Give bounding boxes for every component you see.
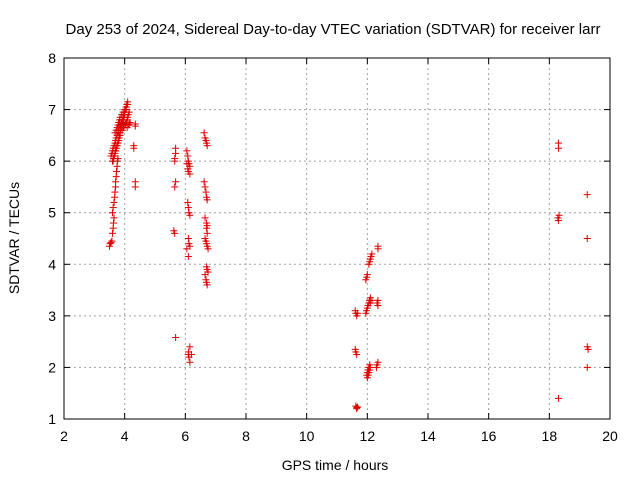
data-point [554, 216, 562, 224]
data-point [203, 224, 211, 232]
data-point [183, 245, 191, 253]
data-point [204, 245, 212, 253]
x-tick-label: 6 [181, 428, 189, 444]
chart-title: Day 253 of 2024, Sidereal Day-to-day VTE… [66, 21, 601, 38]
data-point [366, 363, 374, 371]
data-point [130, 144, 138, 152]
data-point [583, 363, 591, 371]
data-point [171, 183, 179, 191]
data-point [184, 204, 192, 212]
data-point [354, 309, 362, 317]
data-point [183, 147, 191, 155]
data-point [109, 209, 117, 217]
y-axis-label: SDTVAR / TECUs [6, 182, 22, 294]
x-tick-label: 14 [420, 428, 436, 444]
data-point [131, 122, 139, 130]
data-point [184, 152, 192, 160]
x-tick-label: 16 [481, 428, 497, 444]
data-point [555, 211, 563, 219]
data-point [186, 211, 194, 219]
plot-frame [63, 57, 611, 420]
data-point [107, 239, 115, 247]
data-point [354, 403, 362, 411]
data-point [202, 188, 210, 196]
y-tick-label: 2 [48, 359, 56, 375]
x-tick-label: 18 [542, 428, 558, 444]
data-point [203, 196, 211, 204]
grid [64, 58, 610, 419]
data-point [353, 405, 361, 413]
data-point [186, 343, 194, 351]
data-point [584, 345, 592, 353]
data-point [374, 358, 382, 366]
y-tick-label: 3 [48, 308, 56, 324]
data-point [111, 188, 119, 196]
y-tick-label: 1 [48, 411, 56, 427]
data-point [124, 100, 132, 108]
data-point [374, 296, 382, 304]
data-point [374, 242, 382, 250]
data-point [201, 271, 209, 279]
data-point [554, 144, 562, 152]
data-point [184, 198, 192, 206]
data-point [109, 229, 117, 237]
data-point [187, 351, 195, 359]
data-point [583, 191, 591, 199]
data-point [203, 142, 211, 150]
x-tick-label: 12 [360, 428, 376, 444]
data-point [171, 229, 179, 237]
data-point [125, 120, 133, 128]
data-point [110, 152, 118, 160]
x-tick-label: 2 [60, 428, 68, 444]
data-point [203, 229, 211, 237]
data-point [200, 129, 208, 137]
y-tick-label: 5 [48, 205, 56, 221]
data-point [116, 131, 124, 139]
data-point [125, 108, 133, 116]
data-point [353, 351, 361, 359]
y-tick-label: 6 [48, 153, 56, 169]
data-point [109, 219, 117, 227]
data-point [109, 157, 117, 165]
data-point [112, 167, 120, 175]
data-points [106, 98, 592, 413]
data-point [112, 178, 120, 186]
x-tick-label: 4 [121, 428, 129, 444]
x-tick-label: 20 [602, 428, 618, 444]
data-point [184, 235, 192, 242]
data-point [172, 334, 180, 342]
data-point [203, 281, 211, 289]
data-point [201, 214, 209, 222]
data-point [554, 394, 562, 402]
x-tick-label: 8 [242, 428, 250, 444]
y-tick-label: 7 [48, 102, 56, 118]
data-point [108, 237, 116, 245]
data-point [172, 149, 180, 157]
data-point [171, 157, 179, 165]
data-point [368, 250, 376, 258]
data-point [110, 198, 118, 206]
data-point [368, 296, 376, 304]
data-point [109, 204, 117, 212]
y-tick-label: 4 [48, 256, 56, 272]
data-point [126, 118, 134, 126]
x-tick-label: 10 [299, 428, 315, 444]
y-tick-label: 8 [48, 50, 56, 66]
data-point [172, 178, 180, 186]
data-point [200, 178, 208, 186]
data-point [201, 183, 209, 191]
data-point [363, 271, 371, 279]
data-point [131, 183, 139, 191]
data-point [110, 214, 118, 222]
data-point [184, 253, 192, 261]
data-point [186, 358, 194, 366]
data-point [583, 235, 591, 242]
data-point [186, 170, 194, 178]
x-axis-label: GPS time / hours [282, 457, 389, 473]
data-point [183, 160, 191, 168]
